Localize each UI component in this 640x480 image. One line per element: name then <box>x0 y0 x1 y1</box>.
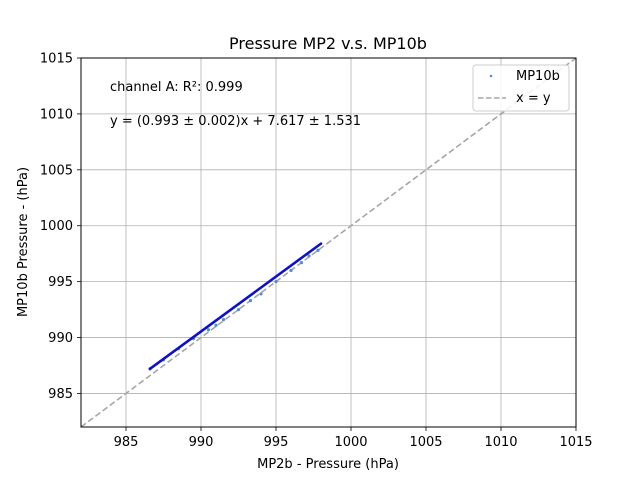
legend: MP10b x = y <box>472 64 570 112</box>
x-tick-label: 995 <box>264 435 289 450</box>
y-tick-label: 1015 <box>40 52 73 67</box>
fit-line <box>148 242 323 371</box>
x-tick-label: 1015 <box>559 435 592 450</box>
x-tick-label: 1010 <box>484 435 517 450</box>
identity-line-layer <box>80 57 577 428</box>
y-tick-label: 1010 <box>40 107 73 122</box>
data-point <box>274 280 278 284</box>
chart-title: Pressure MP2 v.s. MP10b <box>229 34 427 53</box>
y-tick-label: 985 <box>48 387 73 402</box>
data-point <box>214 323 218 327</box>
x-tick-label: 990 <box>189 435 214 450</box>
legend-label-mp10b: MP10b <box>516 69 560 84</box>
identity-line <box>80 57 577 428</box>
data-point <box>299 261 304 265</box>
data-point <box>259 292 263 296</box>
x-axis-ticks: 985 990 995 1000 1005 1010 1015 <box>114 427 593 450</box>
data-point <box>316 248 320 252</box>
data-point <box>289 268 293 273</box>
fit-line-layer <box>148 242 323 371</box>
y-tick-label: 995 <box>48 275 73 290</box>
data-point <box>206 328 211 332</box>
x-tick-label: 985 <box>114 435 139 450</box>
plot-frame <box>80 57 577 428</box>
data-point <box>221 318 226 322</box>
fit-equation-annotation: y = (0.993 ± 0.002)x + 7.617 ± 1.531 <box>110 114 361 129</box>
r-squared-annotation: channel A: R²: 0.999 <box>110 80 243 95</box>
legend-box <box>472 64 570 112</box>
x-tick-label: 1000 <box>334 435 367 450</box>
data-point <box>248 299 253 303</box>
legend-marker-mp10b <box>489 74 493 78</box>
x-axis-label: MP2b - Pressure (hPa) <box>257 457 399 472</box>
y-axis-label: MP10b Pressure - (hPa) <box>16 167 31 317</box>
x-tick-label: 1005 <box>409 435 442 450</box>
y-tick-label: 990 <box>48 331 73 346</box>
y-axis-ticks: 985 990 995 1000 1005 1010 1015 <box>40 52 81 402</box>
y-tick-label: 1000 <box>40 219 73 234</box>
data-point <box>236 307 241 312</box>
legend-label-identity: x = y <box>516 91 551 106</box>
y-tick-label: 1005 <box>40 163 73 178</box>
data-point <box>307 254 311 258</box>
